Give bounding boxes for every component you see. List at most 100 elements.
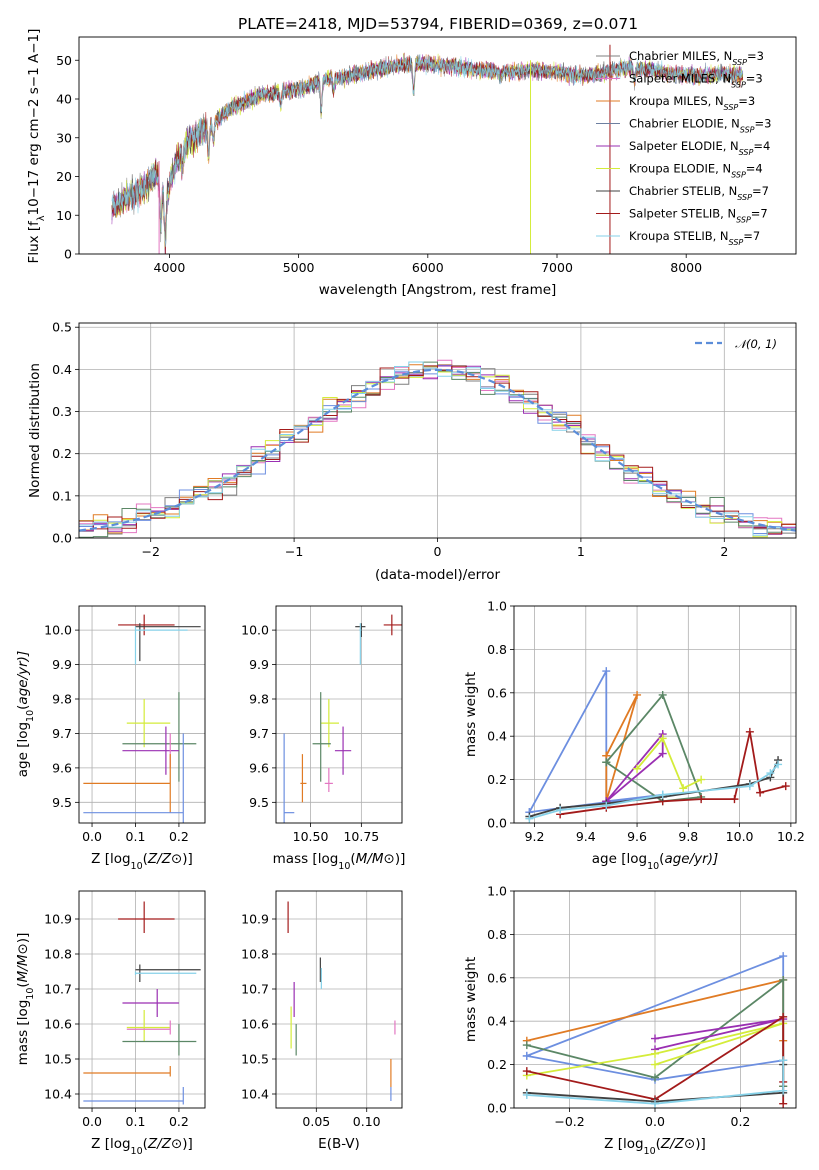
x-tick-label: 0.1: [126, 1114, 146, 1129]
y-tick-label: 1.0: [487, 884, 507, 899]
y-tick-label: 9.9: [249, 657, 269, 672]
x-tick-label: 0.0: [645, 1114, 665, 1129]
plot-area: [83, 614, 201, 823]
y-tick-label: 1.0: [487, 599, 507, 614]
axes-frame: [78, 605, 206, 824]
data-point: [383, 614, 402, 636]
data-point: [83, 1087, 184, 1105]
weight-marker: [658, 749, 667, 758]
weight-marker: [633, 690, 642, 699]
weight-marker: [651, 1060, 659, 1069]
x-axis-label: E(B-V): [318, 1136, 360, 1152]
weight-marker: [602, 667, 611, 676]
weight-marker: [522, 1051, 531, 1060]
y-tick-label: 10.0: [44, 623, 72, 638]
weight-marker: [602, 758, 611, 767]
panel-spectrum: 4000 5000 6000 7000 8000 0 10 20 30 40 50 wavelengt…: [26, 29, 797, 298]
x-axis-label: Z [log10(Z/Z⊙)]: [91, 1136, 193, 1157]
data-point: [122, 726, 179, 775]
weight-marker: [766, 769, 775, 778]
y-axis-label: Flux [fλ10−17 erg cm−2 s−1 A−1]: [26, 29, 47, 264]
weight-marker: [522, 1067, 531, 1076]
weight-marker: [730, 795, 739, 804]
y-tick-label: 10.7: [241, 982, 269, 997]
axes-frame: [275, 605, 403, 824]
data-point: [126, 1020, 171, 1035]
y-tick-label: 0.6: [487, 685, 507, 700]
y-tick-label: 40: [56, 92, 72, 107]
x-tick-label: 0.2: [169, 1114, 189, 1129]
y-tick-label: 0.2: [487, 1057, 507, 1072]
x-tick-label: 8000: [670, 260, 702, 275]
x-tick-label: 10.0: [726, 829, 754, 844]
weight-series: [526, 1022, 784, 1077]
panel-weight_vs_age: 9.2 9.4 9.6 9.8 10.0 10.2 0.0 0.2 0.4 0.6 0.8 1.0 ag…: [463, 599, 805, 872]
panel-weight_vs_Z: −0.2 0.0 0.2 0.0 0.2 0.4 0.6 0.8 1.0 Z [log10(Z/Z…: [463, 884, 797, 1157]
weight-marker: [556, 805, 565, 814]
data-point: [83, 754, 171, 813]
y-tick-label: 10.5: [241, 1052, 269, 1067]
weight-marker: [525, 814, 534, 823]
y-tick-label: 9.6: [52, 760, 72, 775]
y-axis-label: age [log10(age/yr)]: [15, 651, 36, 777]
legend-gaussian-label: 𝒩(0, 1): [735, 337, 777, 351]
panel-age_vs_Z: 0.0 0.1 0.2 9.5 9.6 9.7 9.8 9.9 10.0 Z [log10(Z/Z…: [15, 605, 206, 872]
data-point: [126, 699, 171, 748]
plot-area: [83, 901, 201, 1105]
x-axis-label: age [log10(age/yr)]: [592, 851, 718, 872]
weight-marker: [679, 784, 688, 793]
x-tick-label: 4000: [154, 260, 186, 275]
y-tick-label: 10.6: [44, 1017, 72, 1032]
legend-label: Chabrier ELODIE, NSSP=3: [629, 117, 771, 135]
legend-label: Salpeter STELIB, NSSP=7: [629, 207, 768, 225]
legend-label: Chabrier MILES, NSSP=3: [629, 49, 764, 67]
panel-mass_vs_EBV: 0.05 0.10 10.4 10.5 10.6 10.7 10.8 10.9 E(B-V): [241, 890, 403, 1152]
data-point: [324, 767, 333, 792]
axes-frame: [513, 890, 797, 1109]
weight-marker: [756, 788, 765, 797]
data-point: [126, 1010, 171, 1042]
y-tick-label: 10.5: [44, 1052, 72, 1067]
y-tick-label: 0.1: [52, 488, 72, 503]
y-tick-label: 9.9: [52, 657, 72, 672]
data-point: [122, 692, 197, 782]
x-tick-label: 7000: [541, 260, 573, 275]
x-axis-label: Z [log10(Z/Z⊙)]: [91, 851, 193, 872]
x-tick-label: 10.50: [293, 829, 329, 844]
weight-marker: [779, 1099, 788, 1108]
plot-area: [287, 901, 396, 1101]
y-tick-label: 0.3: [52, 404, 72, 419]
plot-area: [111, 44, 744, 254]
x-tick-label: 9.2: [525, 829, 545, 844]
y-tick-label: 0.2: [52, 446, 72, 461]
weight-marker: [774, 760, 783, 769]
x-tick-label: 9.4: [576, 829, 596, 844]
legend-label: Chabrier STELIB, NSSP=7: [629, 184, 769, 202]
axes-frame: [275, 890, 403, 1109]
y-tick-label: 0.8: [487, 642, 507, 657]
x-tick-label: −2: [141, 544, 159, 559]
weight-marker: [651, 1073, 659, 1082]
data-point: [334, 726, 352, 775]
data-point: [122, 989, 179, 1017]
x-tick-label: 1: [577, 544, 585, 559]
data-point: [134, 971, 197, 975]
x-tick-label: 0.10: [353, 1114, 381, 1129]
y-axis-label: mass weight: [463, 957, 479, 1042]
plot-area: [283, 614, 402, 823]
y-tick-label: 10.4: [241, 1087, 269, 1102]
y-tick-label: 0: [64, 247, 72, 262]
y-tick-label: 0.4: [487, 729, 507, 744]
weight-marker: [522, 1090, 531, 1099]
x-tick-label: 5000: [283, 260, 315, 275]
y-tick-label: 10.8: [44, 947, 72, 962]
weight-marker: [651, 1099, 659, 1108]
y-tick-label: 10.4: [44, 1087, 72, 1102]
y-tick-label: 0.4: [487, 1014, 507, 1029]
x-tick-label: 2: [720, 544, 728, 559]
y-tick-label: 0.5: [52, 320, 72, 335]
x-tick-label: 0.2: [731, 1114, 751, 1129]
weight-series: [636, 736, 702, 790]
